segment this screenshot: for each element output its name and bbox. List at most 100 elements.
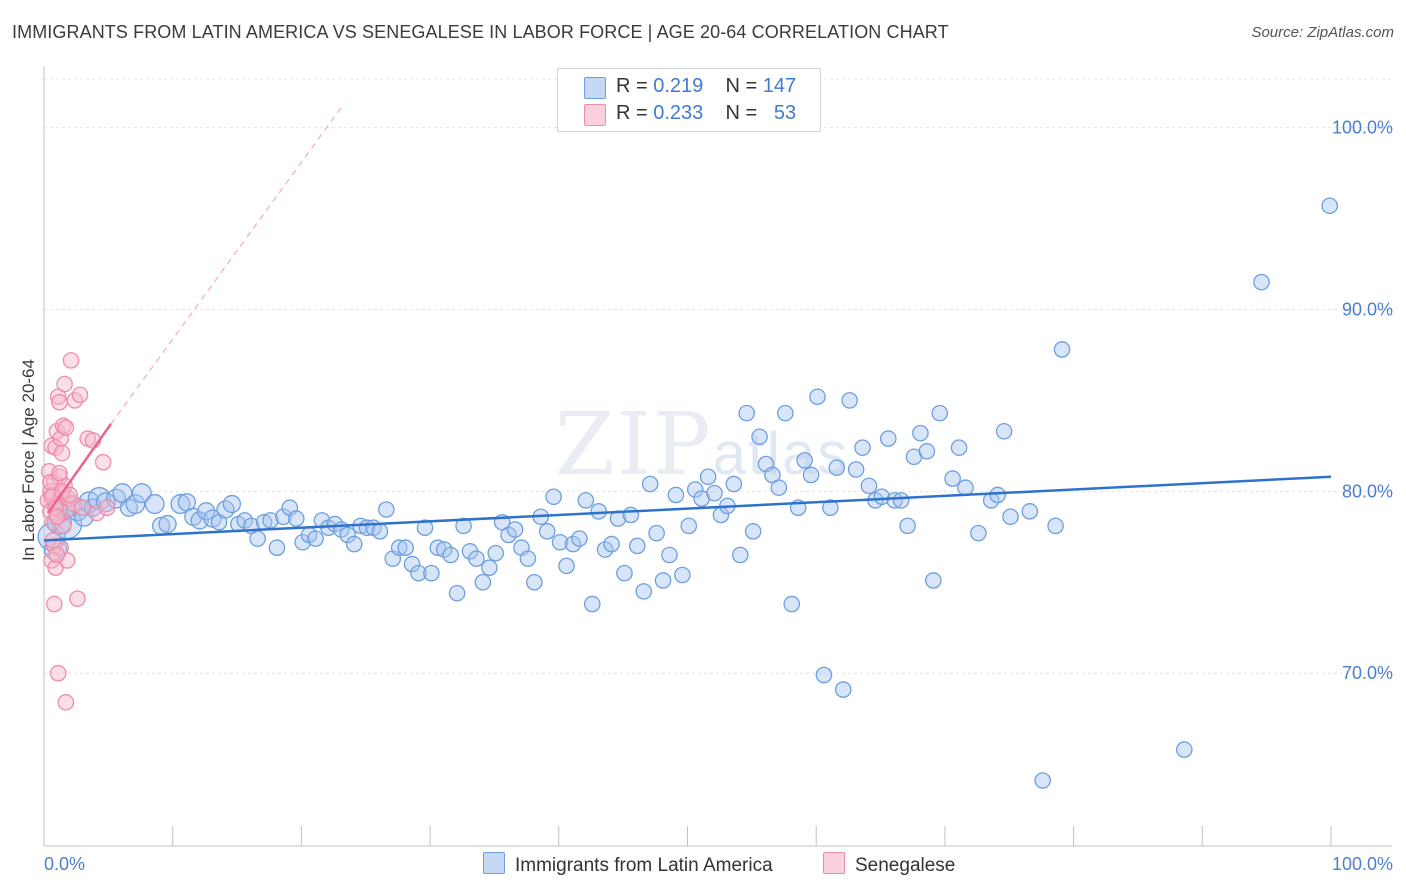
senegalese-point bbox=[98, 499, 116, 516]
latin-america-point bbox=[674, 566, 691, 584]
latin-america-point bbox=[815, 666, 833, 684]
source-credit: Source: ZipAtlas.com bbox=[1251, 24, 1394, 41]
latin-america-point bbox=[519, 550, 537, 567]
latin-america-point bbox=[558, 557, 575, 575]
latin-america-point bbox=[410, 564, 427, 582]
watermark-logo: ZIPatlas bbox=[555, 395, 849, 495]
latin-america-point bbox=[860, 477, 878, 495]
latin-america-point bbox=[925, 572, 942, 589]
latin-america-point bbox=[725, 475, 743, 493]
bottom-legend-swatch-senegalese bbox=[823, 852, 845, 874]
latin-america-point bbox=[950, 439, 968, 456]
latin-america-point bbox=[390, 539, 408, 557]
latin-america-point bbox=[481, 559, 498, 577]
latin-america-point bbox=[326, 515, 344, 533]
y-tick-label: 100.0% bbox=[1332, 118, 1393, 138]
latin-america-point bbox=[339, 526, 357, 544]
bottom-legend-label-senegalese: Senegalese bbox=[855, 855, 956, 876]
latin-america-point bbox=[1321, 197, 1339, 215]
latin-america-point bbox=[1253, 273, 1270, 291]
latin-america-point bbox=[822, 499, 839, 516]
senegalese-point bbox=[47, 439, 64, 456]
latin-america-point bbox=[641, 475, 659, 493]
latin-america-point bbox=[345, 535, 363, 553]
latin-america-point bbox=[222, 494, 242, 514]
latin-america-point bbox=[590, 503, 607, 520]
latin-america-point bbox=[236, 512, 254, 529]
latin-america-point bbox=[596, 541, 614, 558]
latin-america-point bbox=[796, 452, 813, 469]
y-tick-label: 70.0% bbox=[1342, 663, 1393, 683]
latin-america-point bbox=[944, 470, 961, 487]
latin-america-point bbox=[435, 541, 453, 558]
latin-america-point bbox=[468, 550, 485, 567]
latin-america-point bbox=[873, 488, 891, 506]
latin-america-point bbox=[667, 486, 685, 504]
trend-line-senegalese bbox=[46, 423, 112, 514]
senegalese-point bbox=[45, 595, 63, 613]
legend-n-label: N = bbox=[725, 75, 758, 97]
trend-line-latin-america bbox=[43, 475, 1332, 542]
y-tick-label: 80.0% bbox=[1342, 481, 1393, 501]
latin-america-point bbox=[1021, 503, 1039, 520]
senegalese-point bbox=[94, 453, 112, 471]
latin-america-point bbox=[403, 555, 421, 573]
senegalese-point bbox=[88, 504, 106, 522]
latin-america-point bbox=[635, 583, 653, 600]
latin-america-point bbox=[506, 521, 524, 538]
latin-america-point bbox=[744, 523, 762, 540]
bottom-legend-swatch-latin-america bbox=[483, 852, 505, 874]
latin-america-point bbox=[170, 494, 191, 515]
latin-america-point bbox=[249, 530, 266, 547]
latin-america-point bbox=[119, 498, 139, 517]
latin-america-point bbox=[834, 681, 852, 698]
senegalese-point bbox=[51, 464, 68, 482]
latin-america-point bbox=[777, 404, 794, 422]
senegalese-point bbox=[71, 386, 89, 404]
latin-america-point bbox=[378, 501, 395, 518]
latin-america-point bbox=[526, 573, 543, 591]
latin-america-point bbox=[577, 492, 595, 509]
latin-america-point bbox=[879, 430, 897, 447]
senegalese-point bbox=[48, 508, 66, 526]
latin-america-point bbox=[751, 428, 768, 446]
latin-america-point bbox=[629, 537, 646, 555]
latin-america-point bbox=[158, 514, 177, 534]
latin-america-point bbox=[564, 535, 582, 553]
senegalese-point bbox=[69, 590, 86, 607]
latin-america-point bbox=[886, 492, 904, 509]
latin-america-point bbox=[770, 479, 788, 496]
latin-america-point bbox=[622, 506, 640, 524]
legend-r-value: 0.233 bbox=[653, 102, 704, 124]
latin-america-point bbox=[699, 468, 717, 486]
latin-america-point bbox=[1047, 517, 1064, 535]
trend-line-senegalese-extension bbox=[110, 105, 344, 425]
latin-america-point bbox=[371, 523, 389, 540]
latin-america-point bbox=[545, 488, 562, 506]
legend-swatch-senegalese bbox=[584, 104, 606, 126]
x-tick-label-max: 100.0% bbox=[1332, 854, 1393, 874]
latin-america-point bbox=[680, 517, 698, 535]
latin-america-point bbox=[854, 439, 871, 456]
latin-america-point bbox=[931, 404, 949, 422]
latin-america-point bbox=[731, 546, 749, 564]
latin-america-point bbox=[275, 508, 292, 526]
latin-america-point bbox=[899, 517, 916, 535]
latin-america-point bbox=[551, 533, 569, 551]
latin-america-point bbox=[892, 492, 910, 509]
latin-america-point bbox=[989, 486, 1006, 504]
bottom-legend-senegalese: Senegalese bbox=[823, 852, 955, 878]
latin-america-point bbox=[1002, 508, 1019, 526]
latin-america-point bbox=[474, 573, 492, 591]
latin-america-point bbox=[661, 546, 678, 564]
latin-america-point bbox=[912, 424, 929, 442]
latin-america-point bbox=[828, 459, 846, 476]
latin-america-point bbox=[783, 595, 801, 613]
latin-america-point bbox=[106, 488, 127, 509]
latin-america-point bbox=[706, 484, 723, 502]
latin-america-point bbox=[583, 595, 601, 613]
latin-america-point bbox=[144, 494, 165, 515]
chart-title: IMMIGRANTS FROM LATIN AMERICA VS SENEGAL… bbox=[12, 22, 949, 42]
latin-america-point bbox=[487, 544, 505, 562]
